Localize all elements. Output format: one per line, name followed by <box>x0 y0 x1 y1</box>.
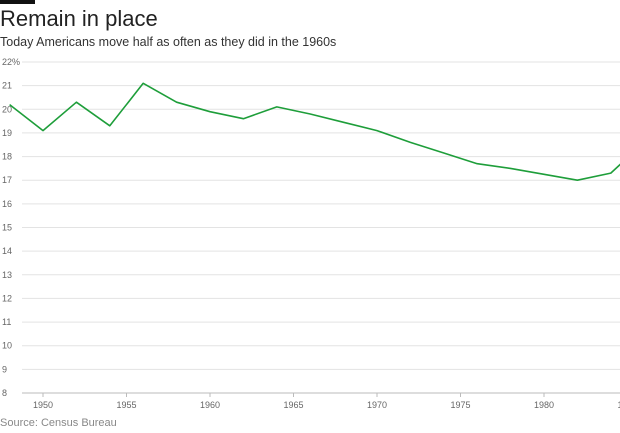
y-tick-label: 9 <box>2 364 7 374</box>
chart-subtitle: Today Americans move half as often as th… <box>0 35 337 49</box>
y-tick-label: 16 <box>2 199 12 209</box>
y-tick-label: 15 <box>2 223 12 233</box>
y-tick-label: 20 <box>2 104 12 114</box>
x-tick-label: 1955 <box>116 400 136 410</box>
y-tick-label: 13 <box>2 270 12 280</box>
y-tick-label: 17 <box>2 175 12 185</box>
x-tick-label: 1975 <box>450 400 470 410</box>
y-tick-label: 19 <box>2 128 12 138</box>
x-tick-label: 1970 <box>367 400 387 410</box>
x-tick-label: 1980 <box>534 400 554 410</box>
y-tick-label: 22% <box>2 57 20 67</box>
x-tick-label: 1950 <box>33 400 53 410</box>
x-axis-ticks: 1950195519601965197019751980198519901995… <box>33 393 620 410</box>
y-tick-label: 21 <box>2 81 12 91</box>
y-tick-label: 18 <box>2 152 12 162</box>
y-tick-label: 12 <box>2 293 12 303</box>
y-tick-label: 8 <box>2 388 7 398</box>
series-layer <box>9 82 620 181</box>
x-tick-label: 1985 <box>617 400 620 410</box>
x-tick-label: 1960 <box>200 400 220 410</box>
y-axis-ticks: 8 9 10 11 12 13 14 15 16 17 18 19 20 21 22% <box>2 57 20 398</box>
gridlines <box>22 61 620 394</box>
y-tick-label: 10 <box>2 341 12 351</box>
top-accent-bar <box>0 0 35 4</box>
series-line <box>9 82 620 181</box>
y-tick-label: 11 <box>2 317 11 327</box>
chart-title: Remain in place <box>0 6 158 31</box>
x-tick-label: 1965 <box>283 400 303 410</box>
source-note: Source: Census Bureau <box>0 417 117 429</box>
y-tick-label: 14 <box>2 246 12 256</box>
